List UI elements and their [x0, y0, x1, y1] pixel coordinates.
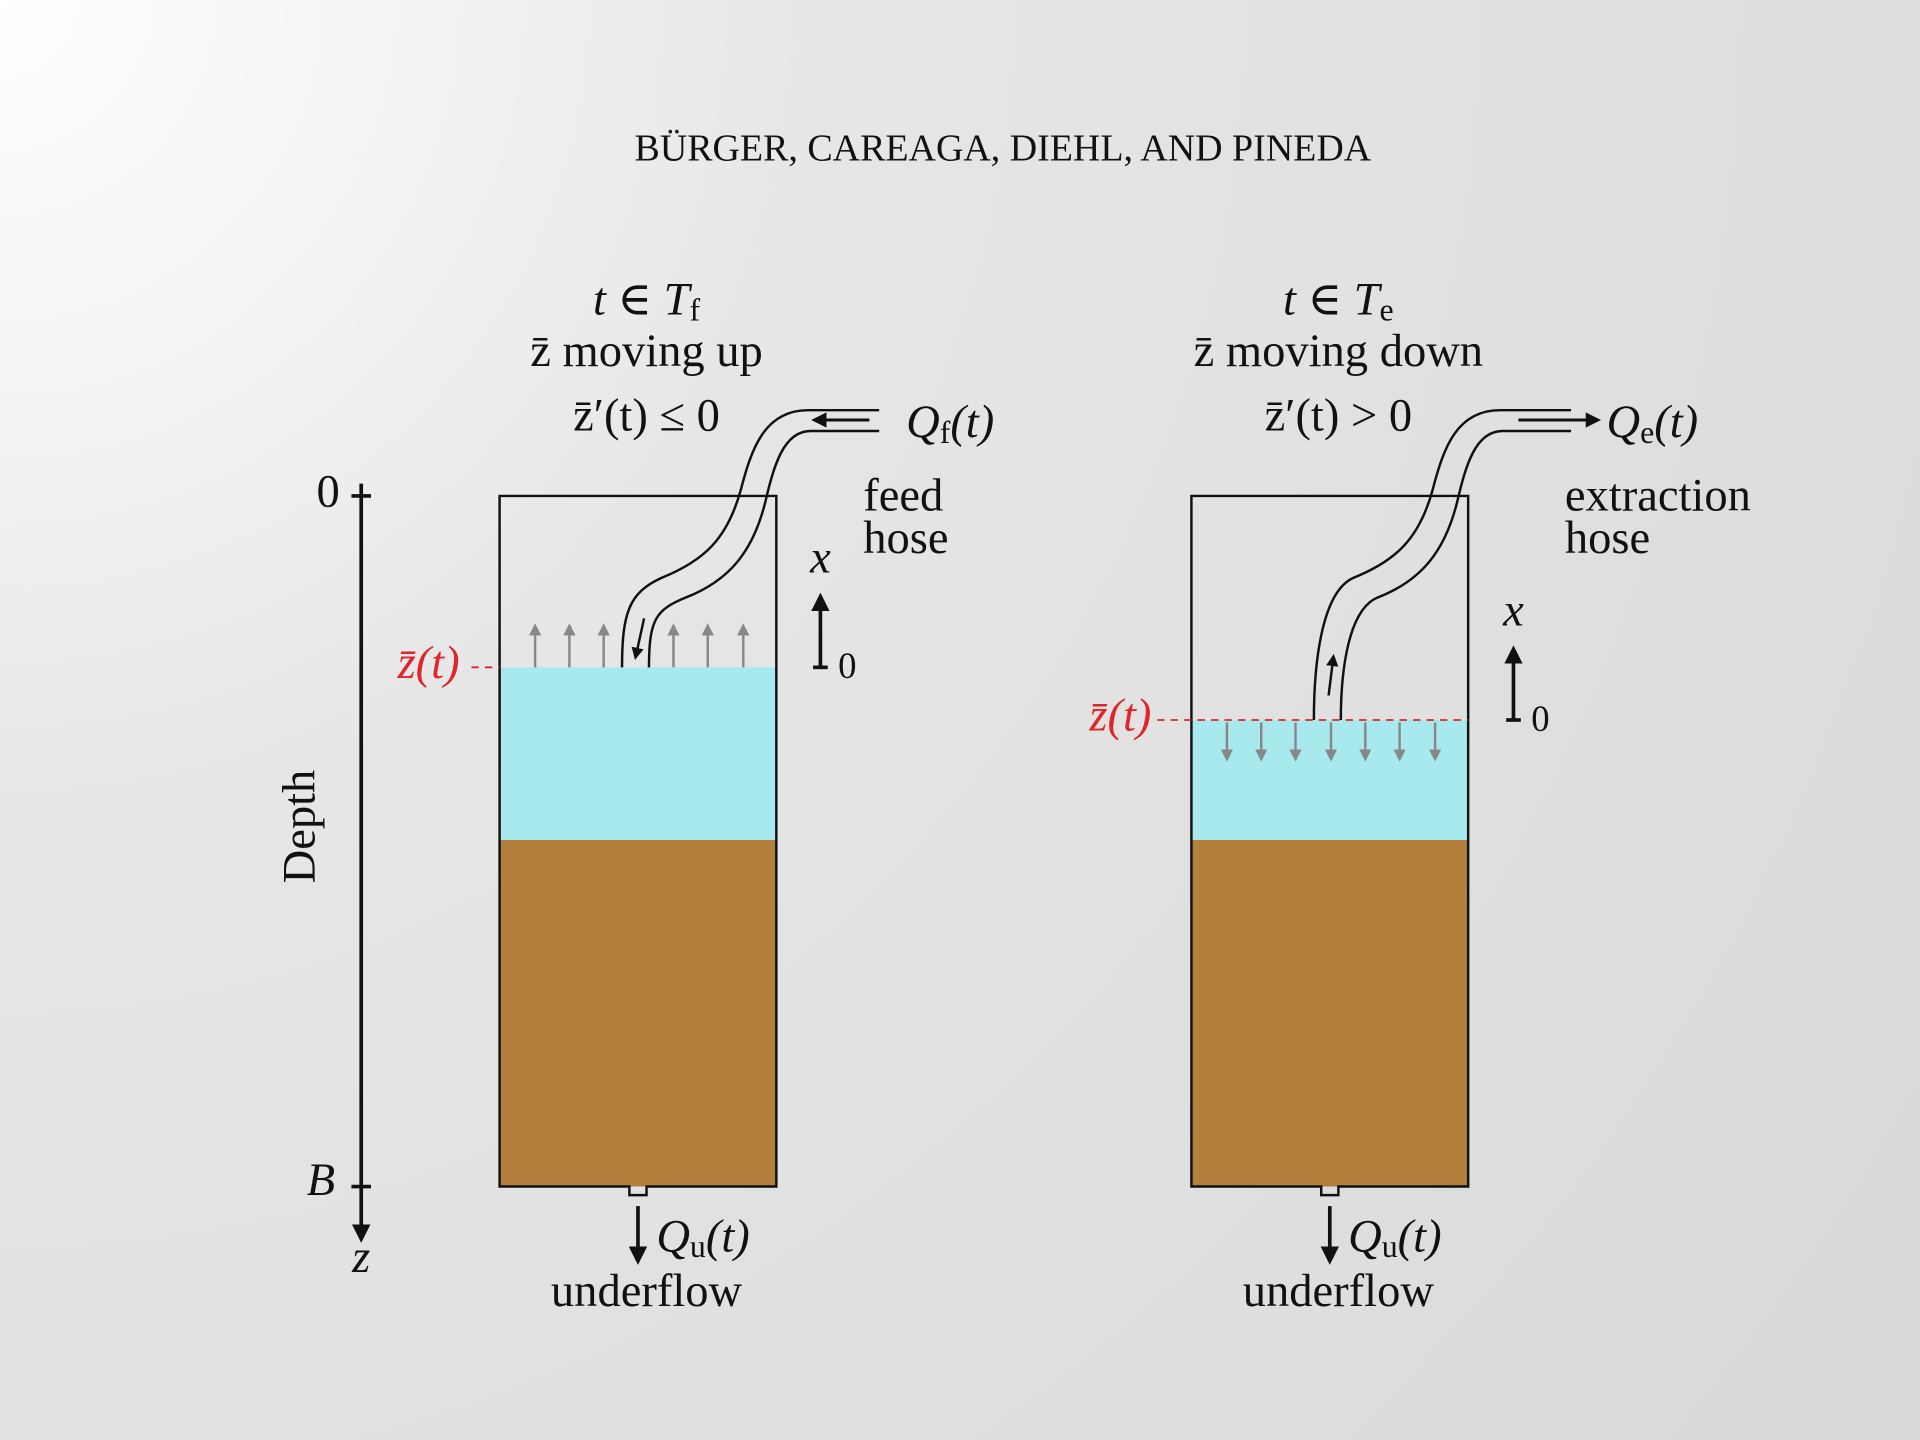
subscript: e — [1380, 293, 1394, 328]
symbol: Q — [1607, 397, 1641, 448]
hose-label: hose — [1565, 513, 1650, 564]
depth-top-label: 0 — [317, 467, 340, 518]
outflow-label: Qu(t) — [1348, 1211, 1441, 1264]
hose-label: hose — [863, 513, 948, 564]
depth-direction-label: z — [351, 1232, 370, 1283]
subscript: u — [1382, 1230, 1398, 1265]
sediment-layer — [499, 840, 777, 1187]
motion: z̄ moving up — [530, 326, 763, 377]
argument: (t) — [1398, 1211, 1442, 1262]
local-axis-label: x — [809, 533, 831, 584]
hose-flow-arrow — [1326, 653, 1339, 696]
symbol: Q — [906, 397, 940, 448]
motion: z̄ moving down — [1194, 326, 1483, 377]
symbol: Q — [656, 1211, 690, 1262]
argument: (t) — [950, 397, 994, 448]
local-axis-label: x — [1502, 585, 1524, 636]
condition: t ∈ Tf — [593, 274, 700, 327]
flow-label: Qe(t) — [1607, 397, 1699, 450]
subscript: e — [1640, 415, 1654, 450]
main: t ∈ T — [1283, 274, 1383, 325]
hose-outer — [620, 408, 880, 668]
subscript: f — [689, 293, 700, 328]
depth-bottom-label: B — [307, 1155, 335, 1206]
hose-inner — [647, 429, 880, 668]
subscript: f — [940, 415, 951, 450]
running-title: BÜRGER, CAREAGA, DIEHL, AND PINEDA — [635, 128, 1372, 170]
derivative: z̄′(t) ≤ 0 — [573, 391, 720, 442]
level-label: z̄(t) — [397, 638, 460, 689]
local-axis-origin: 0 — [1531, 698, 1549, 739]
sediment-layer — [1191, 840, 1469, 1187]
argument: (t) — [1654, 397, 1698, 448]
local-axis-origin: 0 — [838, 645, 856, 686]
outflow-label: Qu(t) — [656, 1211, 749, 1264]
hose-flow-arrow — [631, 618, 646, 660]
derivative: z̄′(t) > 0 — [1265, 391, 1412, 442]
argument: (t) — [706, 1211, 750, 1262]
hose-outer — [1312, 408, 1572, 721]
condition: t ∈ Te — [1283, 274, 1394, 327]
tank-wall — [498, 494, 778, 1197]
underflow-label: underflow — [551, 1266, 743, 1317]
hose-label: extraction — [1565, 470, 1751, 521]
depth-title: Depth — [274, 770, 325, 884]
underflow-label: underflow — [1243, 1266, 1435, 1317]
main: t ∈ T — [593, 274, 693, 325]
tank-wall — [1190, 494, 1470, 1197]
level-label: z̄(t) — [1088, 691, 1151, 742]
subscript: u — [690, 1230, 706, 1265]
water-layer — [499, 667, 777, 840]
hose-label: feed — [863, 470, 943, 521]
flow-label: Qf(t) — [906, 397, 994, 450]
symbol: Q — [1348, 1211, 1382, 1262]
hose-inner — [1339, 429, 1572, 721]
